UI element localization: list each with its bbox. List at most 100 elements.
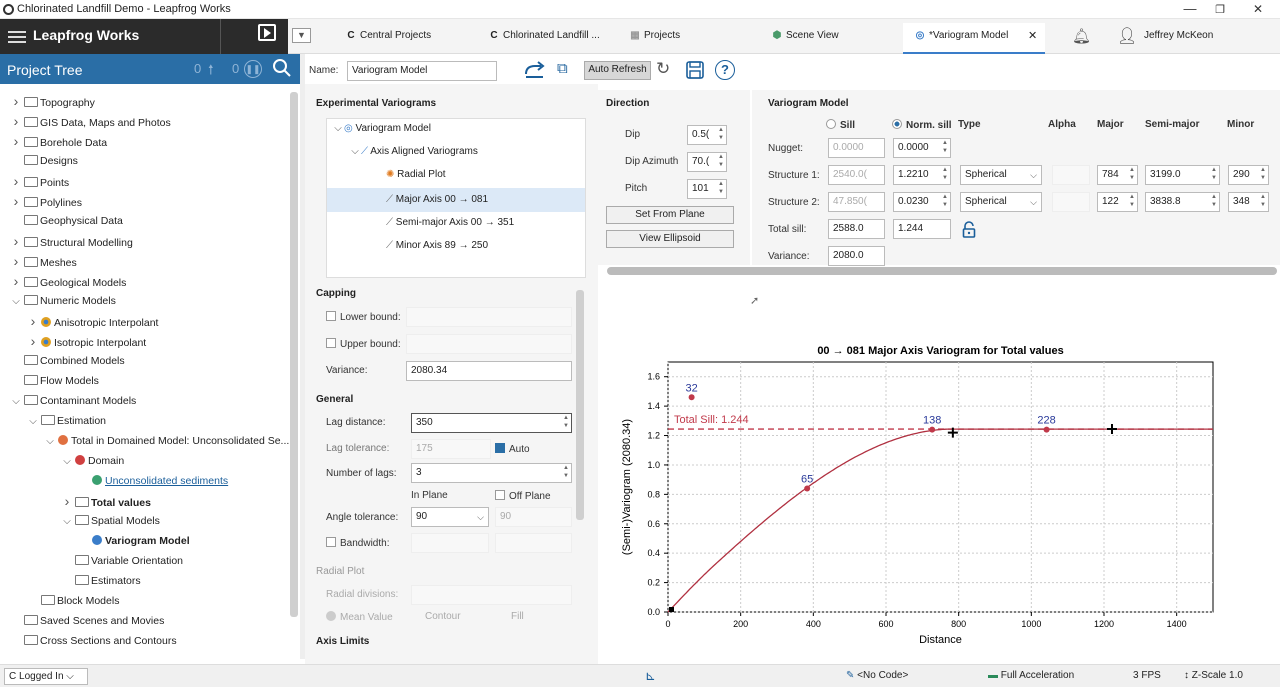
axes-icon[interactable]: ⊾ xyxy=(645,668,656,683)
no-code-status[interactable]: ✎ <No Code> xyxy=(846,670,909,681)
tree-item[interactable]: ⌵ Contaminant Models xyxy=(10,392,136,410)
name-input[interactable]: Variogram Model xyxy=(347,61,497,81)
pane-splitter[interactable] xyxy=(300,54,305,659)
contour-radio[interactable]: Contour xyxy=(425,611,461,622)
tab-central-projects[interactable]: C Central Projects xyxy=(347,30,432,41)
close-tab-icon[interactable]: ✕ xyxy=(1028,30,1038,42)
structure2-major-input[interactable]: 122 ▲ ▼ xyxy=(1097,192,1138,212)
user-avatar-icon[interactable]: 👤︎ xyxy=(1117,28,1138,45)
lower-bound-input[interactable] xyxy=(406,307,572,327)
chevron-right-icon[interactable]: › xyxy=(64,493,70,509)
structure1-type-select[interactable]: Spherical ⌵ xyxy=(960,165,1042,185)
user-name[interactable]: Jeffrey McKeon xyxy=(1144,30,1214,41)
tree-item[interactable]: ⌵ Domain xyxy=(61,452,124,470)
exp-item-variogram-model[interactable]: ⌵ ◎ Variogram Model xyxy=(334,123,431,134)
tree-item[interactable]: Variable Orientation xyxy=(61,552,183,570)
tree-item[interactable]: Flow Models xyxy=(10,372,99,390)
tree-item[interactable]: Estimators xyxy=(61,572,141,590)
lock-icon[interactable] xyxy=(962,221,976,238)
auto-refresh-button[interactable]: Auto Refresh xyxy=(584,61,651,80)
structure1-minor-input[interactable]: 290 ▲ ▼ xyxy=(1228,165,1269,185)
chevron-right-icon[interactable]: › xyxy=(13,133,19,149)
tab-projects[interactable]: ▦ Projects xyxy=(630,30,681,41)
lag-tolerance-input[interactable]: 175 xyxy=(411,439,491,459)
tree-item[interactable]: ⌵ Spatial Models xyxy=(61,512,160,530)
help-icon[interactable]: ? xyxy=(715,60,735,80)
structure2-type-select[interactable]: Spherical ⌵ xyxy=(960,192,1042,212)
tree-item[interactable]: › Geological Models xyxy=(10,272,127,290)
exp-item-semi-major-axis[interactable]: ⟋ Semi-major Axis 00 → 351 xyxy=(386,217,515,228)
tree-item[interactable]: ⌵ Total in Domained Model: Unconsolidated… xyxy=(44,432,289,450)
structure1-alpha-input[interactable] xyxy=(1052,165,1090,185)
off-plane-checkbox[interactable]: Off Plane xyxy=(495,490,551,502)
tree-item[interactable]: › Total values xyxy=(61,492,151,510)
tree-item[interactable]: Geophysical Data xyxy=(10,212,123,230)
exp-item-radial-plot[interactable]: ✺ Radial Plot xyxy=(386,169,446,180)
structure2-semi-major-input[interactable]: 3838.8 ▲ ▼ xyxy=(1145,192,1220,212)
tab-chlorinated-landfill[interactable]: C Chlorinated Landfill ... xyxy=(490,30,600,41)
tree-up-icon[interactable]: 🠕 xyxy=(208,62,214,77)
chevron-right-icon[interactable]: › xyxy=(13,233,19,249)
set-from-plane-button[interactable]: Set From Plane xyxy=(606,206,734,224)
norm-sill-radio[interactable]: Norm. sill xyxy=(892,119,952,131)
tree-item[interactable]: › Polylines xyxy=(10,192,82,210)
tree-item[interactable]: › Anisotropic Interpolant xyxy=(27,312,159,330)
chevron-down-icon[interactable]: ⌵ xyxy=(12,396,20,407)
structure1-semi-major-input[interactable]: 3199.0 ▲ ▼ xyxy=(1145,165,1220,185)
range-handle[interactable] xyxy=(947,427,958,438)
panel-horizontal-scrollbar[interactable] xyxy=(607,267,1277,275)
tree-item[interactable]: › Structural Modelling xyxy=(10,232,133,250)
tree-item[interactable]: › GIS Data, Maps and Photos xyxy=(10,112,171,130)
tab-scene-view[interactable]: ⬢ Scene View xyxy=(772,30,839,41)
tree-item[interactable]: › Borehole Data xyxy=(10,132,107,150)
dip-azimuth-input[interactable]: 70.(▲ ▼ xyxy=(687,152,727,172)
tree-item[interactable]: › Points xyxy=(10,172,70,190)
tree-item[interactable]: ⌵ Numeric Models xyxy=(10,292,116,310)
structure1-sill-input[interactable]: 2540.0( xyxy=(828,165,885,185)
nugget-sill-input[interactable]: 0.0000 xyxy=(828,138,885,158)
copy-icon[interactable]: ⧉ xyxy=(557,60,568,77)
auto-checkbox[interactable]: Auto xyxy=(495,443,530,455)
chevron-right-icon[interactable]: › xyxy=(13,173,19,189)
chevron-right-icon[interactable]: › xyxy=(30,313,36,329)
structure2-minor-input[interactable]: 348 ▲ ▼ xyxy=(1228,192,1269,212)
structure2-alpha-input[interactable] xyxy=(1052,192,1090,212)
exp-item-major-axis[interactable]: ⟋ Major Axis 00 → 081 xyxy=(386,194,489,205)
menu-icon[interactable] xyxy=(8,28,26,44)
tree-item[interactable]: ⌵ Estimation xyxy=(27,412,106,430)
bandwidth-input[interactable] xyxy=(411,533,489,553)
pitch-input[interactable]: 101 ▲ ▼ xyxy=(687,179,727,199)
minimize-button[interactable]: — xyxy=(1183,1,1197,16)
exp-item-minor-axis[interactable]: ⟋ Minor Axis 89 → 250 xyxy=(386,240,489,251)
chevron-right-icon[interactable]: › xyxy=(13,193,19,209)
tree-item[interactable]: Unconsolidated sediments xyxy=(78,472,228,490)
lag-distance-input[interactable]: 350 ▲ ▼ xyxy=(411,413,572,433)
lower-bound-checkbox[interactable]: Lower bound: xyxy=(326,311,401,323)
variogram-chart[interactable]: 0 200 400 600 800 1000 1200 1400 0.0 0.2 0.4 0.6 0.8… xyxy=(598,330,1280,660)
maximize-button[interactable]: ❐ xyxy=(1215,4,1225,16)
chevron-down-icon[interactable]: ⌵ xyxy=(12,296,20,307)
upper-bound-checkbox[interactable]: Upper bound: xyxy=(326,338,401,350)
chevron-down-icon[interactable]: ⌵ xyxy=(29,416,37,427)
view-ellipsoid-button[interactable]: View Ellipsoid xyxy=(606,230,734,248)
tabs-dropdown-button[interactable]: ▼ xyxy=(292,28,311,43)
fill-radio[interactable]: Fill xyxy=(511,611,524,622)
upper-bound-input[interactable] xyxy=(406,334,572,354)
tree-item[interactable]: Block Models xyxy=(27,592,119,610)
notifications-bell-icon[interactable]: 🔔︎ xyxy=(1072,28,1092,45)
exp-item-axis-aligned[interactable]: ⌵ ⟋ Axis Aligned Variograms xyxy=(351,146,478,157)
angle-tolerance-off-input[interactable]: 90 xyxy=(495,507,572,527)
export-icon[interactable] xyxy=(523,60,547,80)
bandwidth-checkbox[interactable]: Bandwidth: xyxy=(326,537,389,549)
play-icon[interactable] xyxy=(258,24,276,41)
chevron-down-icon[interactable]: ⌵ xyxy=(63,516,71,527)
capping-variance-input[interactable]: 2080.34 xyxy=(406,361,572,381)
num-lags-input[interactable]: 3 ▲ ▼ xyxy=(411,463,572,483)
angle-tolerance-input[interactable]: 90 ⌵ xyxy=(411,507,489,527)
tree-item[interactable]: › Topography xyxy=(10,92,95,110)
chevron-right-icon[interactable]: › xyxy=(30,333,36,349)
tree-item[interactable]: Designs xyxy=(10,152,78,170)
refresh-icon[interactable]: ↻ xyxy=(656,59,671,78)
tree-item[interactable]: › Meshes xyxy=(10,252,77,270)
tree-item[interactable]: Cross Sections and Contours xyxy=(10,632,177,650)
